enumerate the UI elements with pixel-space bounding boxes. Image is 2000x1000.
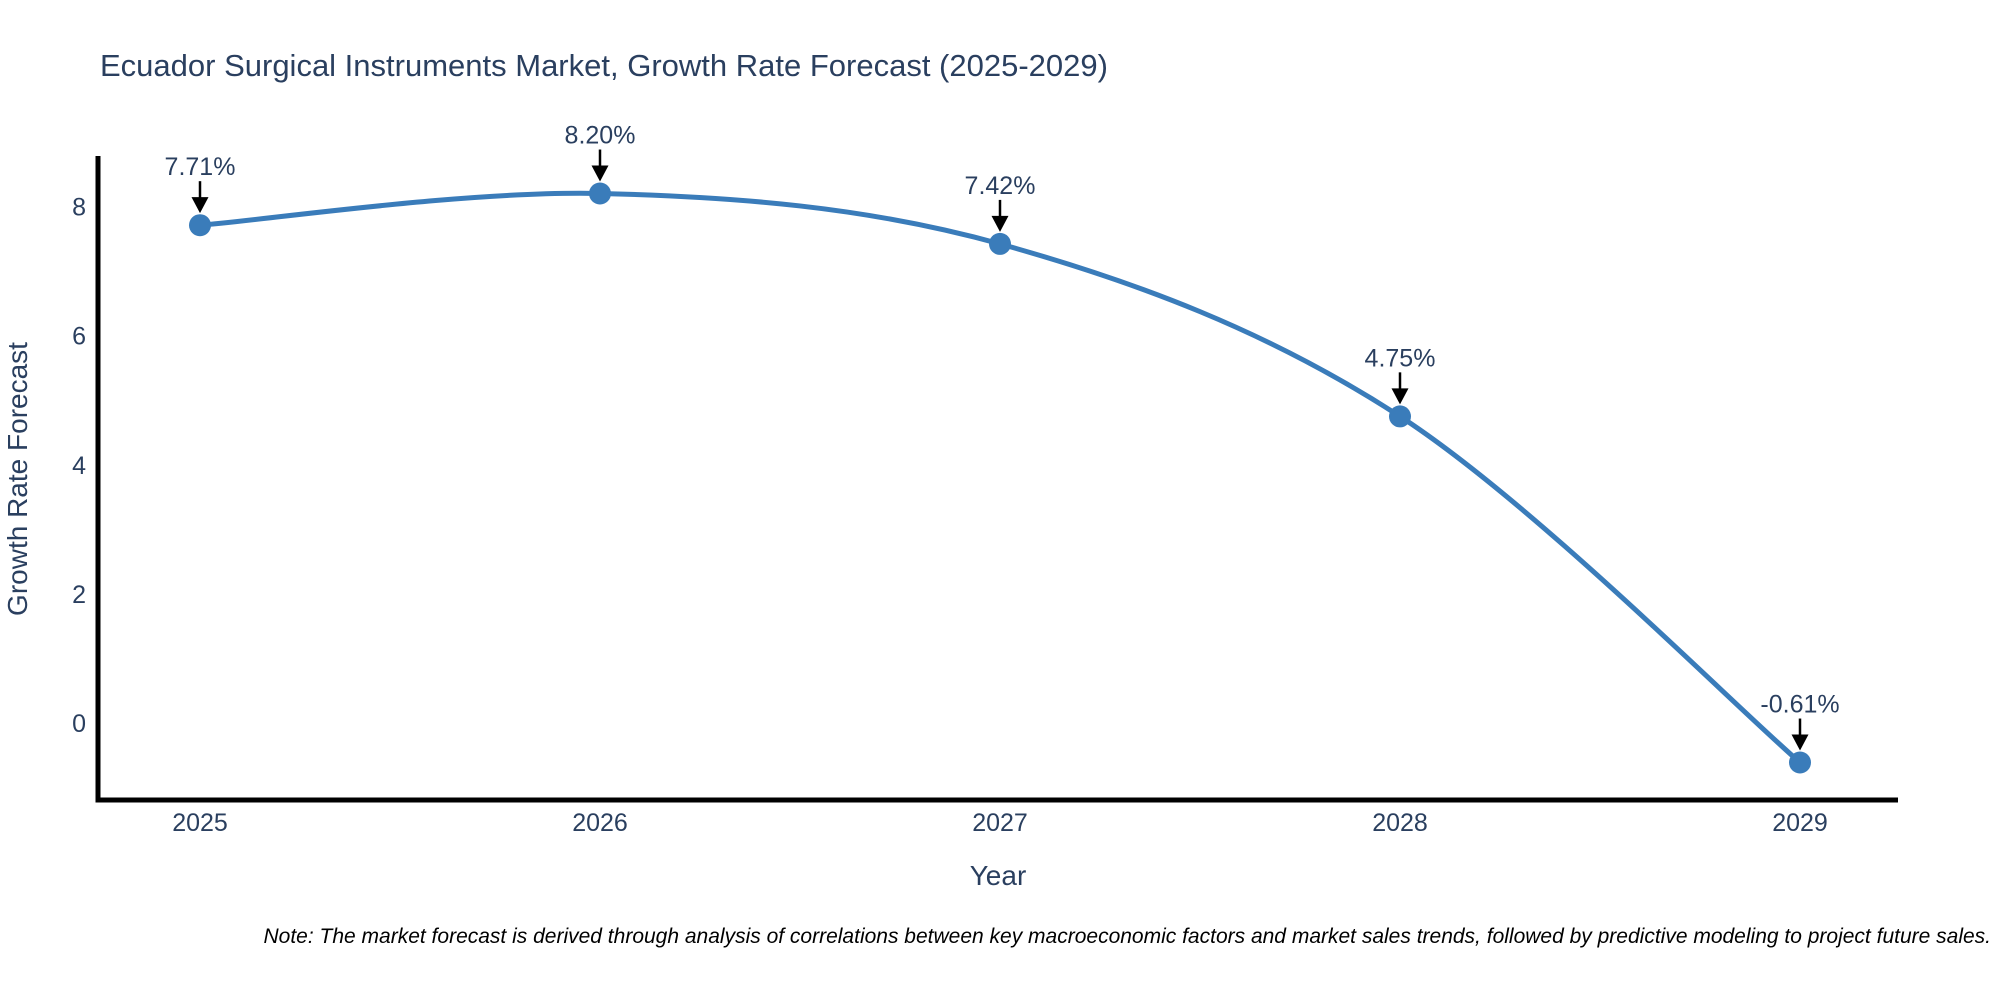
data-point-marker[interactable] bbox=[1789, 751, 1811, 774]
annotation-arrowhead-icon bbox=[1391, 388, 1409, 405]
series-line bbox=[197, 190, 1803, 765]
annotation-arrowhead-icon bbox=[1791, 734, 1809, 751]
y-axis-title: Growth Rate Forecast bbox=[2, 342, 33, 616]
chart-title: Ecuador Surgical Instruments Market, Gro… bbox=[100, 48, 1108, 83]
data-point-label: 8.20% bbox=[565, 122, 636, 150]
x-tick-label: 2028 bbox=[1372, 809, 1428, 837]
series-group bbox=[189, 182, 1811, 774]
y-tick-label: 6 bbox=[72, 323, 86, 351]
annotation-arrowhead-icon bbox=[191, 197, 209, 214]
data-point-label: 7.42% bbox=[965, 172, 1036, 200]
x-tick-label: 2026 bbox=[572, 809, 628, 837]
data-point-label: 4.75% bbox=[1365, 344, 1436, 372]
annotation-arrowhead-icon bbox=[991, 215, 1009, 232]
y-tick-label: 2 bbox=[72, 581, 86, 609]
data-point-label: -0.61% bbox=[1760, 691, 1839, 719]
y-tick-label: 4 bbox=[72, 452, 86, 480]
footnote: Note: The market forecast is derived thr… bbox=[264, 925, 1992, 948]
x-tick-label: 2027 bbox=[972, 809, 1028, 837]
y-tick-label: 0 bbox=[72, 710, 86, 738]
data-point-marker[interactable] bbox=[1389, 405, 1411, 428]
y-tick-label: 8 bbox=[72, 193, 86, 221]
x-tick-label: 2029 bbox=[1772, 809, 1828, 837]
annotation-arrowhead-icon bbox=[591, 165, 609, 182]
x-tick-label: 2025 bbox=[172, 809, 228, 837]
x-tick-labels: 2025 2026 2027 2028 2029 bbox=[172, 809, 1828, 837]
point-annotations: 7.71% 8.20% 7.42% 4.75% -0.61% bbox=[165, 122, 1840, 751]
y-tick-labels: 0 2 4 6 8 bbox=[72, 193, 86, 738]
data-point-label: 7.71% bbox=[165, 153, 236, 181]
data-point-marker[interactable] bbox=[989, 232, 1011, 255]
data-point-marker[interactable] bbox=[189, 214, 211, 237]
x-axis-title: Year bbox=[970, 860, 1027, 891]
data-point-marker[interactable] bbox=[589, 182, 611, 205]
